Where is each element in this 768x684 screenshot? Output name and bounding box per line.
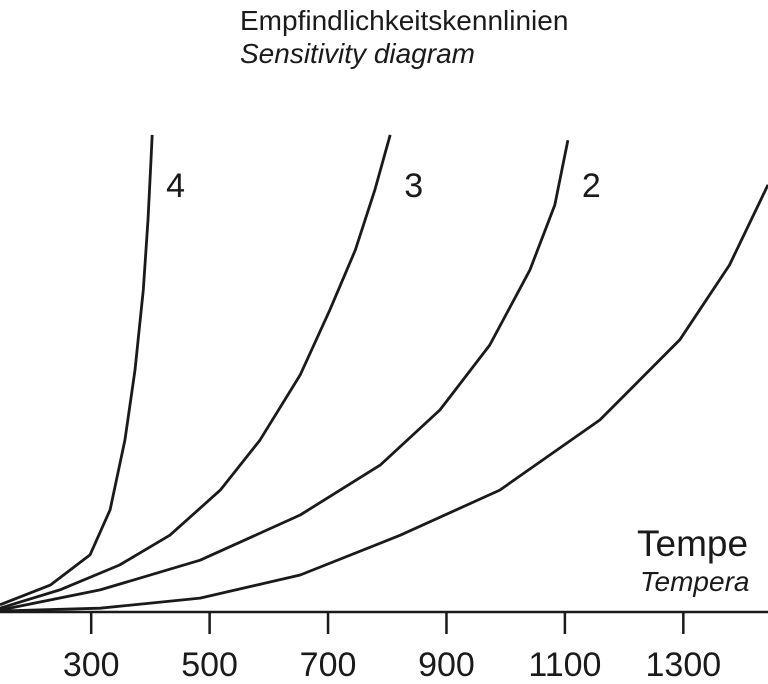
- x-tick-label: 700: [300, 646, 357, 684]
- chart-title: Empfindlichkeitskennlinien: [240, 5, 568, 36]
- curve: [0, 139, 570, 612]
- curve: [0, 134, 392, 610]
- x-axis-label-en: Tempera: [640, 566, 749, 597]
- x-tick-label: 900: [418, 646, 475, 684]
- chart-subtitle: Sensitivity diagram: [240, 38, 475, 69]
- curve: [0, 184, 768, 613]
- curve-label: 4: [166, 167, 185, 205]
- curve-label: 3: [404, 167, 423, 205]
- x-tick-label: 300: [63, 646, 120, 684]
- curve-label: 2: [582, 167, 601, 205]
- x-axis-label: Tempe: [637, 523, 748, 564]
- curve: [0, 134, 154, 607]
- x-tick-label: 500: [181, 646, 238, 684]
- x-tick-label: 1300: [646, 646, 722, 684]
- x-tick-label: 1100: [528, 646, 601, 684]
